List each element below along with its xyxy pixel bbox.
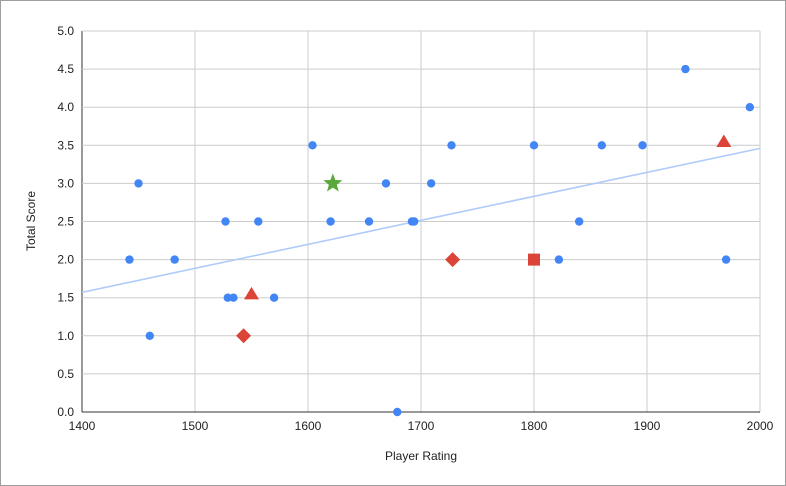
x-tick-label: 1700	[408, 419, 435, 433]
data-point-circle	[745, 103, 755, 112]
data-point-circle	[681, 64, 690, 74]
y-tick-label: 4.5	[57, 62, 74, 76]
y-tick-label: 5.0	[57, 24, 74, 38]
data-point-circle	[221, 217, 230, 226]
data-point-triangle	[716, 134, 732, 147]
data-point-circle	[364, 217, 374, 226]
data-point-circle	[410, 217, 419, 226]
x-tick-labels: 1400 1500 1600 1700 1800 1900 2000	[69, 419, 774, 433]
data-point-square	[528, 253, 540, 266]
data-point-star	[323, 173, 343, 192]
data-point-circle	[229, 293, 238, 302]
data-point-circle	[638, 141, 647, 150]
y-tick-label: 3.5	[57, 138, 74, 152]
x-tick-label: 2000	[747, 419, 774, 433]
data-point-diamond	[236, 328, 252, 344]
grid-lines	[81, 30, 761, 413]
data-point-circle	[426, 179, 436, 188]
data-point-circle	[393, 407, 402, 417]
data-point-circle	[554, 255, 564, 264]
x-axis-title: Player Rating	[385, 449, 457, 463]
data-point-circle	[326, 217, 335, 226]
x-tick-label: 1500	[182, 419, 209, 433]
x-tick-label: 1600	[295, 419, 322, 433]
y-tick-label: 1.5	[57, 291, 74, 305]
y-axis-title: Total Score	[24, 191, 38, 251]
data-point-circle	[170, 255, 179, 264]
y-tick-label: 4.0	[57, 100, 74, 114]
x-tick-label: 1800	[521, 419, 548, 433]
y-tick-labels: 0.0 0.5 1.0 1.5 2.0 2.5 3.0 3.5 4.0 4.5 5.0	[57, 24, 74, 419]
data-point-circle	[447, 141, 456, 150]
data-point-diamond	[445, 252, 461, 268]
data-point-circle	[134, 179, 143, 188]
y-tick-label: 2.0	[57, 253, 74, 267]
y-tick-label: 2.5	[57, 215, 74, 229]
data-point-circle	[308, 141, 317, 150]
x-tick-label: 1400	[69, 419, 96, 433]
data-point-circle	[145, 331, 154, 340]
y-tick-label: 0.0	[57, 405, 74, 419]
data-points	[125, 64, 755, 417]
data-point-circle	[125, 255, 134, 264]
data-point-circle	[575, 217, 584, 226]
data-point-triangle	[244, 286, 259, 300]
data-point-circle	[721, 255, 731, 264]
data-point-circle	[381, 179, 391, 188]
trendline-layer	[81, 147, 761, 294]
x-tick-label: 1900	[634, 419, 661, 433]
y-tick-label: 3.0	[57, 176, 74, 190]
trendline	[81, 147, 761, 294]
data-point-circle	[597, 141, 606, 150]
data-point-circle	[254, 217, 263, 226]
y-tick-label: 0.5	[57, 367, 74, 381]
data-point-circle	[269, 293, 279, 302]
data-point-circle	[529, 141, 539, 150]
y-tick-label: 1.0	[57, 329, 74, 343]
